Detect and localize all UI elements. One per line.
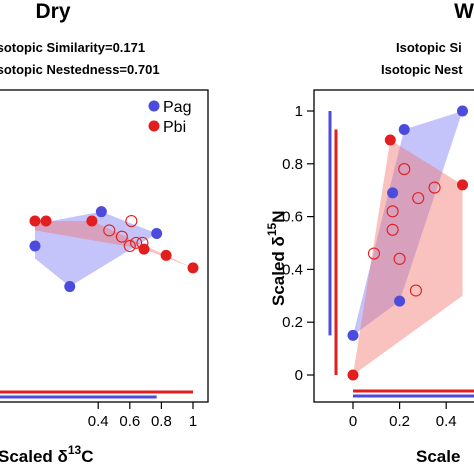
panel2-open-point-pbi xyxy=(367,247,381,260)
panel1-point-pbi xyxy=(40,215,52,227)
panel2-y-tick-label: 1 xyxy=(295,103,303,120)
panel2-open-point-pbi xyxy=(398,163,411,176)
panel1-x-tick-label: 0.4 xyxy=(88,413,109,430)
panel2-point-pag xyxy=(457,105,469,117)
panel2-open-point-pbi xyxy=(393,252,406,265)
panel2-open-point-pbi xyxy=(412,192,425,205)
panel1-point-pag xyxy=(151,228,163,240)
panel2-y-tick-label: 0 xyxy=(295,367,303,384)
panel1-point-pag xyxy=(64,281,76,293)
panel2-y-axis-label: Scaled δ15N xyxy=(265,211,288,306)
panel1-open-point-pbi xyxy=(125,214,138,228)
panel1-x-axis-label: Scaled δ13C xyxy=(0,443,93,466)
panel2-y-tick-label: 0.4 xyxy=(282,261,303,278)
panel1-point-pbi xyxy=(86,215,98,227)
panel2-x-tick-label: 0.4 xyxy=(436,413,457,430)
legend-pbi-label: Pbi xyxy=(163,119,186,136)
legend-pag-marker xyxy=(148,100,160,112)
panel1-hull-pbi xyxy=(35,221,193,268)
panel2-x-axis: 0 0.2 0.4 xyxy=(349,402,457,430)
panel2-point-pag xyxy=(398,123,410,135)
panel2-open-point-pbi xyxy=(386,205,399,218)
legend-pag-label: Pag xyxy=(163,99,191,116)
panel1-plot-area xyxy=(0,206,199,399)
panel1-stat-similarity: Isotopic Similarity=0.171 xyxy=(0,40,145,55)
panel2-x-axis-label: Scale xyxy=(416,447,460,466)
legend-pbi-marker xyxy=(148,120,160,132)
panel1-point-pag xyxy=(95,206,107,218)
panel1-x-axis: 0.4 0.6 0.8 1 xyxy=(88,402,197,430)
panel1-open-point-pbi xyxy=(115,230,128,243)
panel1-frame xyxy=(0,89,209,403)
panel1-point-pag xyxy=(29,240,41,252)
panel2-stat-nestedness: Isotopic Nest xyxy=(381,62,463,77)
panel1-title: Dry xyxy=(35,0,70,23)
panel2-y-tick-label: 0.8 xyxy=(282,156,303,173)
panel2-point-pbi xyxy=(457,179,469,191)
panel1-point-pbi xyxy=(160,249,172,261)
panel2-x-tick-label: 0.2 xyxy=(389,413,410,430)
panel2-point-pbi xyxy=(384,134,396,146)
panel2-hull-pbi xyxy=(353,140,463,375)
panel2-point-pag xyxy=(387,187,399,199)
panel2-open-point-pbi xyxy=(409,284,422,297)
panel1-open-point-pbi xyxy=(103,224,116,237)
panel1-x-tick-label: 1 xyxy=(189,413,197,430)
panel2-open-point-pbi xyxy=(428,181,441,194)
panel2-y-axis: 0 0.2 0.4 0.6 0.8 1 xyxy=(282,103,314,384)
panel1-point-pbi xyxy=(29,215,41,227)
panel2-point-pag xyxy=(394,295,406,307)
panel2-plot-area xyxy=(328,105,474,398)
panel2-y-tick-label: 0.2 xyxy=(282,314,303,331)
panel2-x-tick-label: 0 xyxy=(349,413,357,430)
panel1-x-tick-label: 0.8 xyxy=(151,413,172,430)
panel2-point-pbi xyxy=(347,369,359,381)
panel1-stat-nestedness: Isotopic Nestedness=0.701 xyxy=(0,62,160,77)
panel2-point-pag xyxy=(347,329,359,341)
panel1-x-tick-label: 0.6 xyxy=(119,413,140,430)
panel2-stat-similarity: Isotopic Si xyxy=(396,40,462,55)
panel1-open-point-pbi xyxy=(130,236,143,249)
panel2-title: W xyxy=(454,0,474,23)
panel2-y-tick-label: 0.6 xyxy=(282,209,303,226)
panel1-hull-pag xyxy=(35,211,157,287)
panel2-hull-pag xyxy=(353,111,463,336)
panel1-open-point-pbi xyxy=(123,239,136,253)
panel1-point-pbi xyxy=(138,243,150,255)
panel1-point-pbi xyxy=(187,262,199,274)
panel2-open-point-pbi xyxy=(386,223,399,236)
